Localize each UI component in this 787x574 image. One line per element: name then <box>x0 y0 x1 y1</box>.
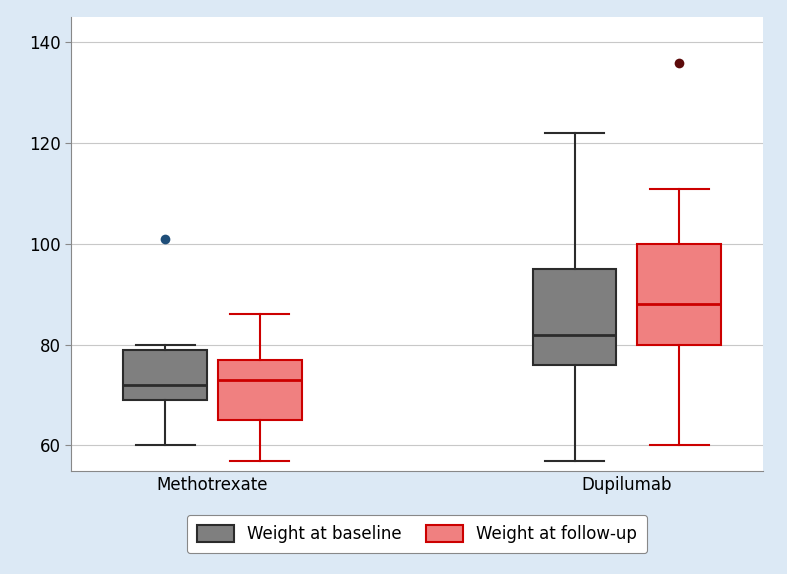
Bar <box>533 269 616 365</box>
Bar <box>637 244 722 345</box>
Bar <box>124 350 207 400</box>
Bar <box>218 360 301 420</box>
Legend: Weight at baseline, Weight at follow-up: Weight at baseline, Weight at follow-up <box>187 515 648 553</box>
